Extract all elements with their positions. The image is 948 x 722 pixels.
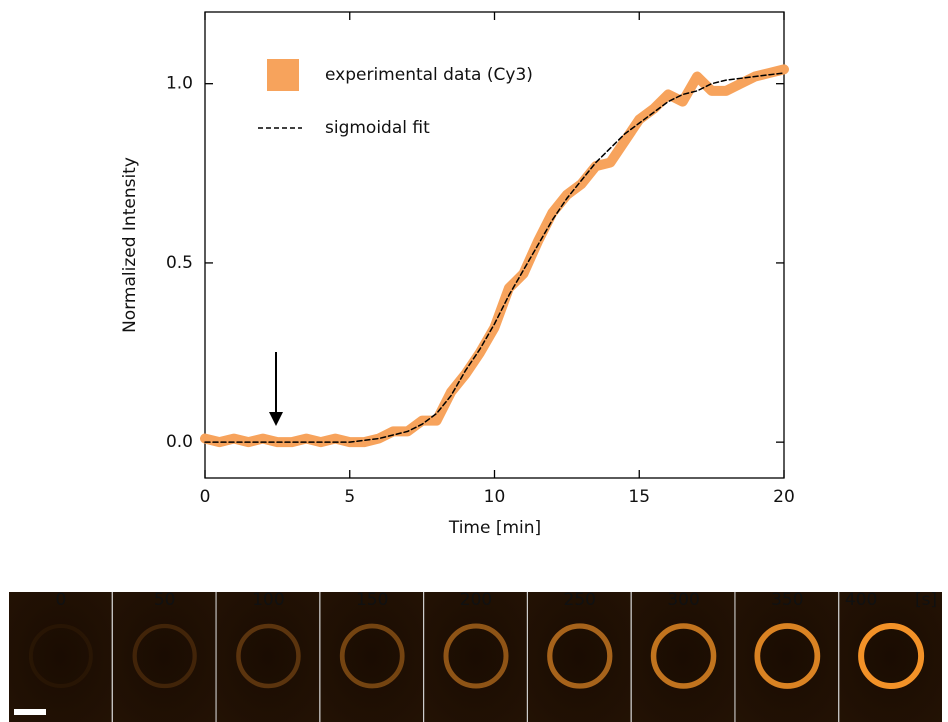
membrane-ring	[650, 623, 717, 689]
scale-bar	[14, 709, 46, 715]
image-panel	[9, 592, 112, 722]
x-tick-label: 5	[344, 487, 355, 507]
x-tick-label: 10	[484, 487, 506, 507]
time-label: 150	[356, 590, 388, 610]
time-label: 50	[154, 590, 176, 610]
image-panel	[112, 592, 216, 722]
time-label: 350	[771, 590, 803, 610]
y-tick-label: 0.5	[166, 253, 193, 273]
legend-swatch	[267, 59, 299, 91]
time-label: 100	[252, 590, 284, 610]
arrow-head	[269, 412, 283, 426]
image-panel	[424, 592, 527, 722]
membrane-ring	[443, 623, 509, 689]
membrane-ring	[754, 623, 821, 689]
image-panel	[216, 592, 320, 722]
legend-label: experimental data (Cy3)	[325, 65, 533, 85]
membrane-ring	[339, 623, 405, 689]
y-tick-label: 1.0	[166, 74, 193, 94]
membrane-ring	[858, 623, 925, 689]
data-line	[200, 64, 789, 448]
membrane-ring	[28, 624, 93, 688]
x-axis-label: Time [min]	[448, 518, 541, 538]
image-panel	[527, 592, 631, 722]
time-label: 400	[845, 590, 877, 610]
image-panel	[735, 592, 839, 722]
image-panel	[631, 592, 735, 722]
membrane-ring	[236, 623, 301, 689]
x-tick-label: 15	[628, 487, 650, 507]
x-tick-label: 20	[773, 487, 795, 507]
image-strip	[9, 592, 942, 722]
membrane-ring	[132, 623, 197, 689]
image-panel	[839, 592, 942, 722]
fit-line	[204, 72, 785, 443]
y-axis-label: Normalized Intensity	[120, 157, 140, 333]
time-label: 0	[55, 590, 66, 610]
time-unit: [s]	[915, 590, 937, 610]
time-label: 300	[667, 590, 699, 610]
legend-label: sigmoidal fit	[325, 118, 430, 138]
membrane-ring	[547, 623, 613, 689]
image-panel	[320, 592, 424, 722]
time-label: 250	[564, 590, 596, 610]
y-tick-label: 0.0	[166, 432, 193, 452]
x-tick-label: 0	[200, 487, 211, 507]
time-label: 200	[460, 590, 492, 610]
